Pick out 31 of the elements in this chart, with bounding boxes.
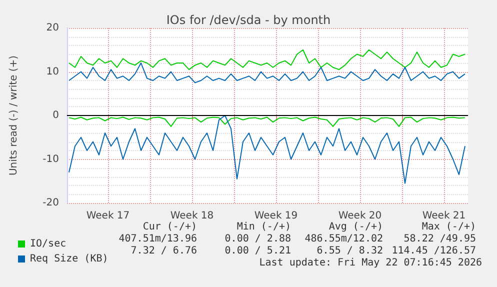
y-tick-label: 0 — [52, 110, 59, 121]
text: 486.55m/12.02 — [304, 234, 384, 244]
x-tick-label: Week 17 — [86, 210, 130, 222]
y-tick-label: 10 — [46, 66, 59, 78]
text: 114.45 /126.57 — [392, 246, 476, 256]
text: Cur (-/+) — [142, 222, 198, 232]
line-series — [68, 115, 466, 184]
y-tick-label: -10 — [42, 154, 59, 165]
x-tick-label: Week 18 — [170, 210, 214, 222]
text: Min (-/+) — [236, 222, 292, 232]
text: Avg (-/+) — [328, 222, 384, 232]
text: 0.00 / 5.21 — [224, 246, 292, 256]
text: 407.51m/13.96 — [118, 234, 198, 244]
chart-title: IOs for /dev/sda - by month — [166, 13, 331, 27]
text: Last update: Fri May 22 07:16:45 2026 — [259, 258, 482, 268]
text: 7.32 / 6.76 — [130, 246, 198, 256]
line-series — [68, 116, 466, 127]
text: 6.55 / 8.32 — [316, 246, 384, 256]
y-tick-label: -20 — [42, 198, 59, 208]
x-tick-label: Week 20 — [338, 210, 382, 222]
line-series — [68, 49, 466, 70]
x-tick-label: Week 19 — [254, 210, 298, 222]
text: 0.00 / 2.88 — [224, 234, 292, 244]
line-series — [68, 62, 466, 84]
x-tick-label: Week 21 — [422, 210, 466, 222]
y-axis-title: Units read (-) / write (+) — [8, 55, 20, 176]
legend-label: IO/sec — [30, 238, 66, 250]
text: Max (-/+) — [422, 222, 476, 232]
legend-label: Req Size (KB) — [30, 254, 108, 264]
y-tick-label: 20 — [46, 22, 59, 34]
text: 58.22 /49.95 — [404, 234, 476, 244]
